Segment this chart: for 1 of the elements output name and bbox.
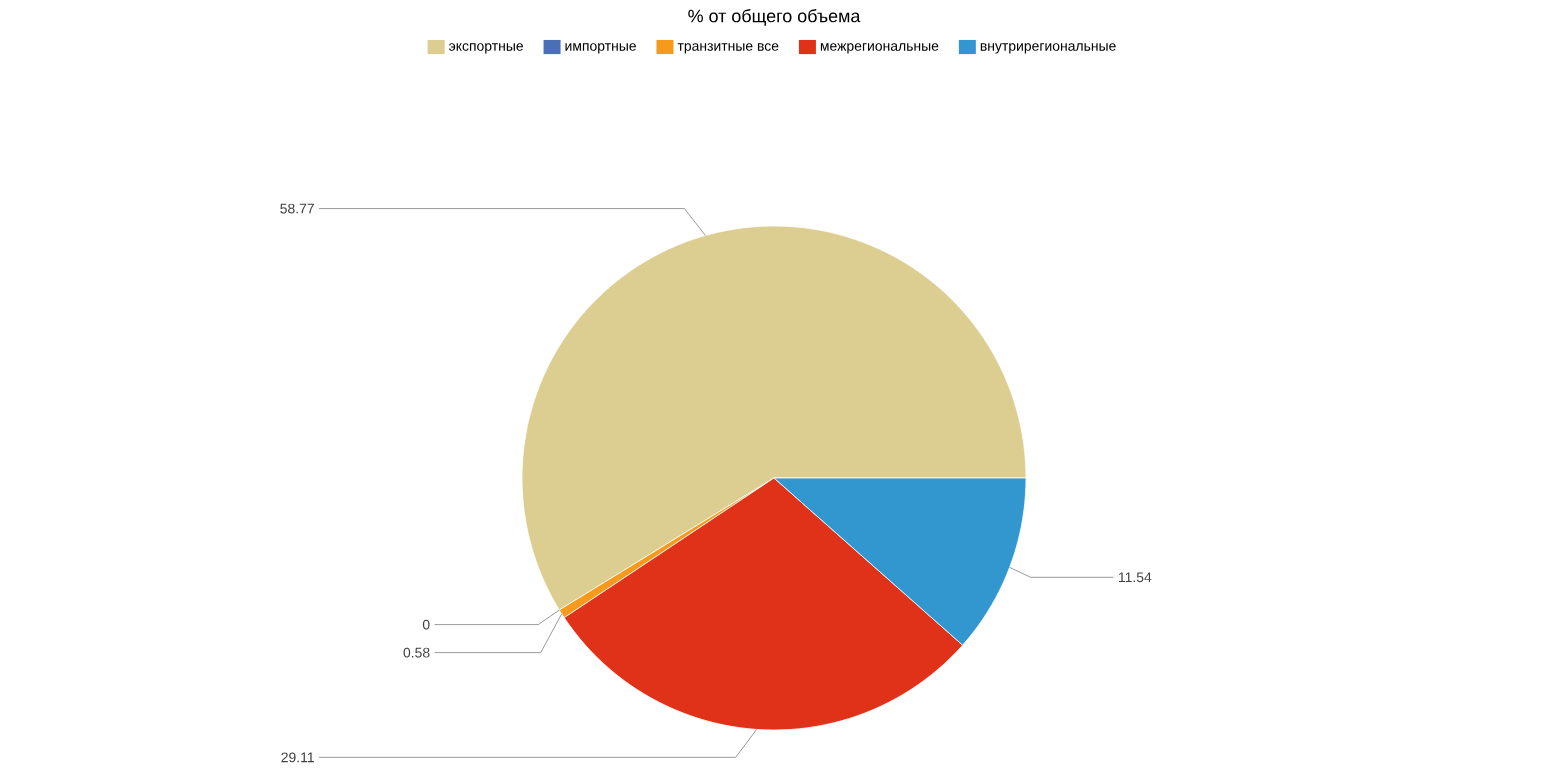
chart-title: % от общего объема: [688, 9, 861, 26]
